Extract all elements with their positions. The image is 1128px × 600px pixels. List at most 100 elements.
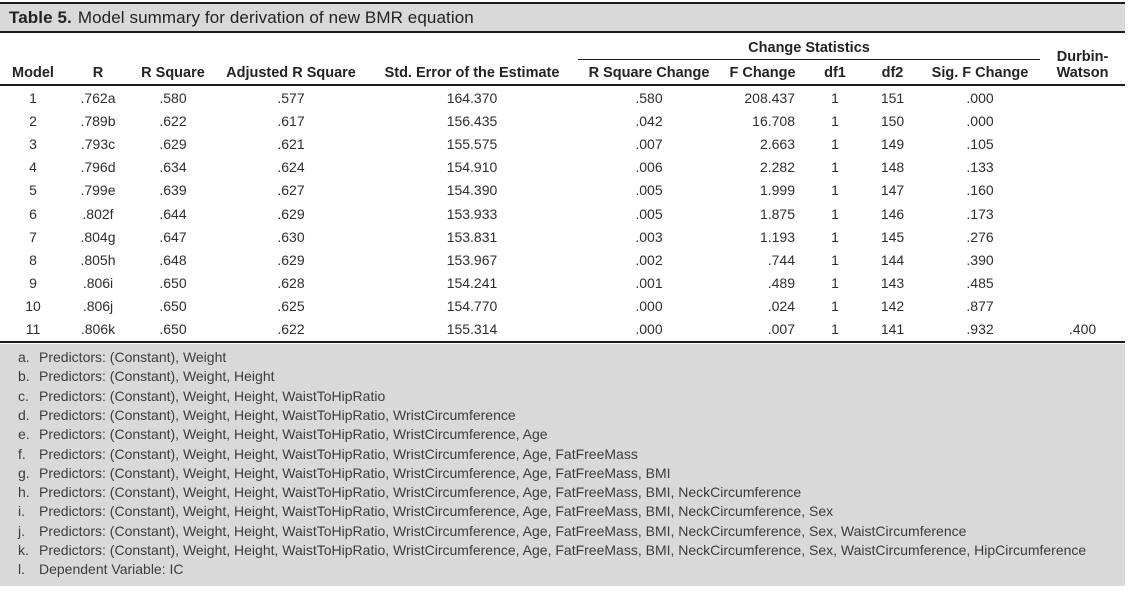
footnote-label: i.	[18, 503, 25, 520]
table-cell: .806j	[82, 298, 114, 315]
footnote-label: e.	[18, 426, 30, 443]
table-cell	[1040, 156, 1125, 179]
table-row: 2 .789b .622 .617 156.435 .042 16.708 1 150 .000	[0, 109, 1125, 132]
table-cell: .802f	[82, 205, 114, 222]
table-cell: 147	[880, 182, 905, 199]
table-cell: .796d	[80, 159, 116, 176]
table-cell: 1	[831, 159, 839, 176]
footnote-line: g. Predictors: (Constant), Weight, Height…	[6, 464, 1119, 483]
table-cell	[1040, 225, 1125, 248]
footnote-line: h. Predictors: (Constant), Weight, Height…	[6, 483, 1119, 502]
table-cell: 155.314	[446, 321, 498, 338]
footnote-label: f.	[18, 445, 26, 462]
table-cell: 10	[25, 298, 41, 315]
footnote-line: d. Predictors: (Constant), Weight, Height…	[6, 406, 1119, 425]
table-cell: 153.831	[446, 228, 498, 245]
footnote-text: Predictors: (Constant), Weight, Height	[39, 368, 275, 385]
table-cell: .160	[966, 182, 994, 199]
table-cell: .005	[635, 182, 663, 199]
table-cell: .648	[159, 251, 187, 268]
col-header-model: Model	[12, 65, 54, 81]
table-cell: 11	[25, 321, 41, 338]
table-cell: .647	[159, 228, 187, 245]
table-cell	[1040, 248, 1125, 271]
table-cell: 1	[831, 275, 839, 292]
footnote-text: Predictors: (Constant), Weight, Height, …	[39, 387, 386, 404]
table-cell: .042	[635, 112, 663, 129]
table-cell: .007	[635, 135, 663, 152]
table-cell: .489	[767, 275, 795, 292]
table-cell: 154.910	[446, 159, 498, 176]
footnote-line: a. Predictors: (Constant), Weight	[6, 348, 1119, 367]
table-cell: 3	[29, 135, 37, 152]
footnote-line: f. Predictors: (Constant), Weight, Height…	[6, 445, 1119, 464]
table-cell: 150	[880, 112, 905, 129]
table-cell	[1040, 179, 1125, 202]
table-cell: 9	[29, 275, 37, 292]
table-row: 7 .804g .647 .630 153.831 .003 1.193 1 145 .276	[0, 225, 1125, 248]
col-header-df1: df1	[824, 65, 846, 81]
table-cell: 1	[831, 205, 839, 222]
table-row: 3 .793c .629 .621 155.575 .007 2.663 1 149 .105	[0, 132, 1125, 155]
table-cell: .007	[767, 321, 795, 338]
durbin-watson-line2: Watson	[1056, 65, 1109, 81]
table-cell: 149	[880, 135, 905, 152]
footnote-text: Predictors: (Constant), Weight, Height, …	[39, 445, 638, 462]
table-cell: .650	[159, 298, 187, 315]
table-cell: .628	[277, 275, 305, 292]
table-cell: .000	[635, 298, 663, 315]
table-cell: 156.435	[446, 112, 498, 129]
table-cell: 2.282	[759, 159, 795, 176]
table-cell: 164.370	[446, 89, 498, 106]
footnote-line: i. Predictors: (Constant), Weight, Height…	[6, 502, 1119, 521]
table-cell	[1040, 132, 1125, 155]
table-number: Table 5.	[9, 7, 72, 27]
table-cell: .650	[159, 321, 187, 338]
table-cell: .173	[966, 205, 994, 222]
table-cell: 5	[29, 182, 37, 199]
footnote-label: h.	[18, 484, 30, 501]
table-cell: 151	[880, 89, 905, 106]
table-cell: 1.875	[759, 205, 795, 222]
table-cell: 153.933	[446, 205, 498, 222]
table-cell: 6	[29, 205, 37, 222]
table-cell: 154.241	[446, 275, 498, 292]
footnote-text: Dependent Variable: IC	[39, 561, 184, 578]
table-cell: .805h	[80, 251, 116, 268]
footnote-line: l. Dependent Variable: IC	[6, 560, 1119, 579]
table-cell: .580	[635, 89, 663, 106]
footnote-text: Predictors: (Constant), Weight, Height, …	[39, 522, 967, 539]
col-header-df2: df2	[881, 65, 904, 81]
table-cell: .629	[277, 251, 305, 268]
table-cell	[1040, 272, 1125, 295]
table-cell: 154.390	[446, 182, 498, 199]
table-cell: 208.437	[744, 89, 795, 106]
table-cell: .577	[277, 89, 305, 106]
table-cell: .932	[966, 321, 994, 338]
column-header-row: Model R R Square Adjusted R Square Std. …	[0, 60, 1125, 86]
table-cell: .627	[277, 182, 305, 199]
table-caption: Model summary for derivation of new BMR …	[77, 7, 474, 27]
table-cell: .002	[635, 251, 663, 268]
table-cell: .006	[635, 159, 663, 176]
table-cell: 1	[831, 228, 839, 245]
table-cell: .485	[966, 275, 994, 292]
col-header-f-change: F Change	[729, 65, 796, 81]
table-cell: 1	[831, 135, 839, 152]
table-cell: 148	[880, 159, 905, 176]
footnote-line: j. Predictors: (Constant), Weight, Height…	[6, 522, 1119, 541]
footnote-text: Predictors: (Constant), Weight	[39, 349, 227, 366]
table-cell: 154.770	[446, 298, 498, 315]
col-header-durbin-watson: Durbin- Watson	[1040, 33, 1125, 85]
table-cell: .000	[966, 112, 994, 129]
table-cell: .799e	[80, 182, 116, 199]
spanner-spacer	[0, 33, 578, 60]
table-footnotes: a. Predictors: (Constant), Weight b. Predic…	[0, 344, 1125, 586]
spanner-row: Change Statistics Durbin- Watson	[0, 33, 1125, 81]
table-cell: .804g	[80, 228, 116, 245]
table-cell: .877	[966, 298, 994, 315]
table-row: 1 .762a .580 .577 164.370 .580 208.437 1 151 .000	[0, 85, 1125, 109]
table-cell: .003	[635, 228, 663, 245]
footnote-text: Predictors: (Constant), Weight, Height, …	[39, 503, 834, 520]
table-cell: .276	[966, 228, 994, 245]
